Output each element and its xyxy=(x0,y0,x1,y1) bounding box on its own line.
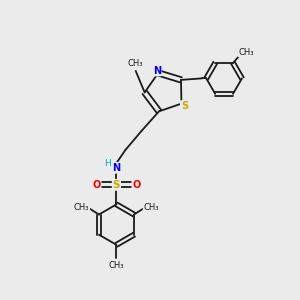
Text: O: O xyxy=(92,180,100,190)
Text: CH₃: CH₃ xyxy=(238,48,254,57)
Text: H: H xyxy=(104,159,111,168)
Text: CH₃: CH₃ xyxy=(109,260,124,269)
Text: CH₃: CH₃ xyxy=(143,202,159,211)
Text: S: S xyxy=(113,180,120,190)
Text: O: O xyxy=(133,180,141,190)
Text: S: S xyxy=(181,101,188,111)
Text: N: N xyxy=(153,66,161,76)
Text: N: N xyxy=(112,163,121,173)
Text: CH₃: CH₃ xyxy=(128,59,143,68)
Text: CH₃: CH₃ xyxy=(74,202,89,211)
